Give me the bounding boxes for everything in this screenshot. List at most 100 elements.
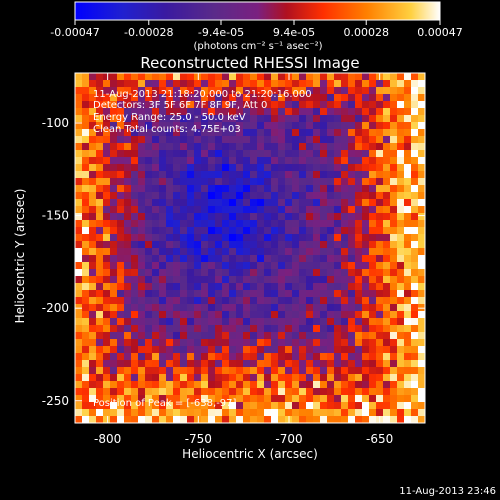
heatmap-cell [152,171,160,179]
heatmap-cell [222,150,230,158]
heatmap-cell [271,108,279,116]
heatmap-cell [369,353,377,361]
heatmap-cell [159,206,167,214]
heatmap-cell [250,192,258,200]
colorbar-tick-label: 9.4e-05 [273,26,315,39]
heatmap-cell [208,185,216,193]
heatmap-cell [418,367,426,375]
heatmap-cell [180,115,188,123]
heatmap-cell [138,122,146,130]
heatmap-cell [390,360,398,368]
heatmap-cell [397,276,405,284]
heatmap-cell [278,227,286,235]
heatmap-cell [152,178,160,186]
heatmap-cell [236,73,244,81]
heatmap-cell [313,199,321,207]
heatmap-cell [194,227,202,235]
heatmap-cell [236,325,244,333]
heatmap-cell [397,213,405,221]
heatmap-cell [411,332,419,340]
heatmap-cell [369,360,377,368]
heatmap-cell [117,164,125,172]
heatmap-cell [152,115,160,123]
heatmap-cell [75,87,83,95]
heatmap-cell [152,73,160,81]
heatmap-cell [180,220,188,228]
heatmap-cell [208,339,216,347]
heatmap-cell [243,192,251,200]
heatmap-cell [243,171,251,179]
heatmap-cell [264,241,272,249]
heatmap-cell [187,297,195,305]
heatmap-cell [390,129,398,137]
heatmap-cell [243,213,251,221]
heatmap-cell [166,150,174,158]
heatmap-cell [243,311,251,319]
heatmap-cell [131,199,139,207]
heatmap-cell [397,171,405,179]
heatmap-cell [229,234,237,242]
heatmap-cell [306,304,314,312]
heatmap-cell [194,318,202,326]
heatmap-cell [355,416,363,424]
heatmap-cell [348,332,356,340]
heatmap-cell [355,325,363,333]
heatmap-cell [362,304,370,312]
heatmap-cell [271,136,279,144]
heatmap-cell [194,171,202,179]
heatmap-cell [236,346,244,354]
heatmap-cell [348,234,356,242]
heatmap-cell [306,374,314,382]
heatmap-cell [271,220,279,228]
heatmap-cell [110,178,118,186]
heatmap-cell [215,325,223,333]
heatmap-cell [278,248,286,256]
heatmap-cell [334,255,342,263]
heatmap-cell [341,108,349,116]
heatmap-cell [383,332,391,340]
heatmap-cell [145,157,153,165]
heatmap-cell [411,136,419,144]
heatmap-cell [292,248,300,256]
heatmap-cell [75,360,83,368]
heatmap-cell [215,150,223,158]
heatmap-cell [341,269,349,277]
heatmap-cell [320,311,328,319]
heatmap-cell [369,108,377,116]
heatmap-cell [208,150,216,158]
heatmap-cell [215,164,223,172]
heatmap-cell [208,402,216,410]
heatmap-cell [362,150,370,158]
heatmap-cell [131,255,139,263]
heatmap-cell [75,101,83,109]
heatmap-cell [341,318,349,326]
heatmap-cell [152,164,160,172]
heatmap-cell [131,374,139,382]
heatmap-cell [418,388,426,396]
heatmap-cell [264,73,272,81]
heatmap-cell [362,143,370,151]
heatmap-cell [383,227,391,235]
heatmap-cell [236,206,244,214]
heatmap-cell [75,248,83,256]
heatmap-cell [222,255,230,263]
heatmap-cell [355,374,363,382]
heatmap-cell [222,94,230,102]
heatmap-cell [201,115,209,123]
heatmap-cell [383,101,391,109]
heatmap-cell [334,297,342,305]
heatmap-cell [145,297,153,305]
heatmap-cell [82,115,90,123]
heatmap-cell [327,304,335,312]
heatmap-cell [166,80,174,88]
heatmap-cell [341,129,349,137]
heatmap-cell [89,248,97,256]
heatmap-cell [110,283,118,291]
heatmap-cell [166,213,174,221]
heatmap-cell [173,416,181,424]
heatmap-cell [327,367,335,375]
heatmap-cell [348,164,356,172]
annotation-detectors: Detectors: 3F 5F 6F 7F 8F 9F, Att 0 [93,100,267,111]
heatmap-cell [187,136,195,144]
heatmap-cell [383,199,391,207]
